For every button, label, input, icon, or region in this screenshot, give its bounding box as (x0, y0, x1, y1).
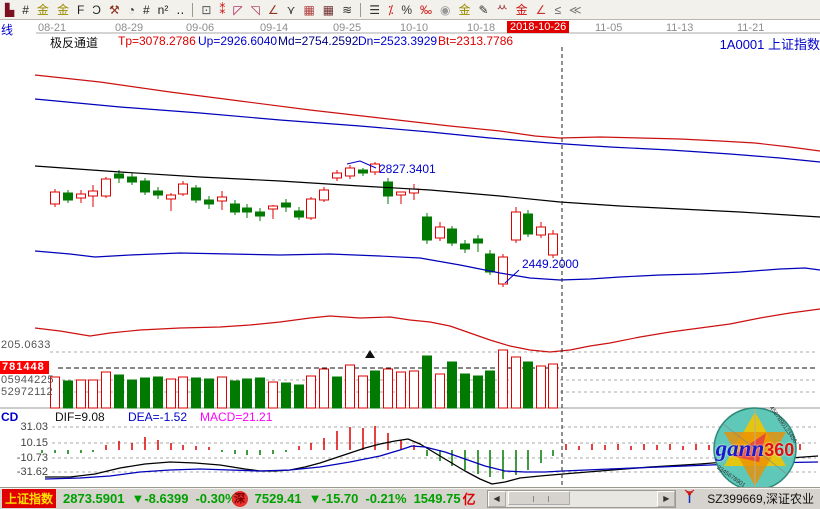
dark-grid-icon[interactable]: ▦ (322, 2, 335, 17)
clipped-tool-icon[interactable]: ▙ (5, 2, 15, 17)
macd-axis-label: 10.15 (20, 437, 48, 449)
volume-axis-label: 52972112 (1, 386, 54, 398)
scroll-right-button[interactable]: ▶ (657, 490, 676, 507)
turnover-unit: 亿 (462, 492, 476, 507)
indicator-param: Tp=3078.2786 (118, 34, 196, 48)
index2-price: 7529.41 (254, 491, 302, 506)
indicator-param: Bt=2313.7786 (438, 34, 514, 48)
more-dots-icon[interactable]: ‥ (176, 2, 185, 17)
spiral-tool-icon[interactable]: Ɔ (92, 2, 101, 17)
pattern-icon[interactable]: ᄊ (496, 2, 508, 17)
gold-underline-icon[interactable]: 金 (458, 2, 471, 17)
index2-change: ▼-15.70 (308, 491, 359, 506)
date-label-selected: 2018-10-26 (507, 21, 570, 33)
logo-number: 360 (764, 440, 795, 460)
red-grid-icon[interactable]: ▦ (303, 2, 315, 17)
hatch-lines-icon[interactable]: ≋ (342, 2, 353, 17)
permille-icon[interactable]: ‰ (420, 2, 433, 17)
date-label: 10-18 (467, 22, 496, 34)
gold-circle-icon[interactable]: ◉ (440, 2, 451, 17)
kline-pane-label: 线 (1, 23, 14, 37)
macd-axis-label: 31.03 (20, 421, 48, 433)
percent-icon[interactable]: % (401, 2, 413, 17)
date-label: 11-05 (595, 22, 623, 34)
indicator-param: Dn=2523.3929 (358, 34, 438, 48)
date-label: 08-29 (115, 22, 144, 34)
fib-tool-icon[interactable]: F (76, 2, 85, 17)
slope-tool-icon[interactable]: ≤ (554, 2, 562, 17)
macd-axis-label: -31.62 (16, 466, 48, 478)
shenzhen-market-icon[interactable]: 深 (231, 490, 248, 507)
date-label: 10-10 (400, 22, 429, 34)
percent-red-icon[interactable]: ⁒ (387, 2, 394, 17)
gold-red-icon[interactable]: 金 (515, 2, 528, 17)
indicator-param: Up=2926.6040 (198, 34, 278, 48)
indicator-param: 极反通道 (50, 36, 99, 50)
index-price: 2873.5901 (63, 491, 125, 506)
date-label: 08-21 (38, 22, 67, 34)
high-annotation: 2827.3401 (379, 162, 436, 176)
status-bar: 上证指数 2873.5901 ▼-8.6399 -0.30% 深 7529.41… (0, 487, 820, 509)
index-change: ▼-8.6399 (131, 491, 189, 506)
macd-pane-label: CD (1, 410, 19, 424)
list-tool-icon[interactable]: ☰ (369, 2, 380, 17)
volume-axis-top: 205.0633 (1, 339, 51, 351)
macd-value: MACD=21.21 (200, 410, 273, 424)
angle-fan-icon[interactable]: ∠ (267, 2, 279, 17)
stock-code-label[interactable]: SZ399669,深证农业 (707, 492, 814, 506)
date-label: 11-21 (737, 22, 765, 34)
cycle-clock-icon[interactable]: ◔ (127, 2, 135, 17)
wedge-tool-icon[interactable]: ≪ (569, 2, 582, 17)
date-label: 09-06 (186, 22, 215, 34)
hammer-tool-icon[interactable]: ⚒ (108, 2, 120, 17)
toolbar-separator (192, 2, 194, 17)
grid-tool-icon[interactable]: # (22, 2, 29, 17)
index2-change-pct: -0.21% (365, 491, 407, 506)
scrollbar-track[interactable] (506, 490, 658, 507)
toolbar-separator (360, 2, 362, 17)
scrollbar-thumb[interactable] (507, 490, 570, 505)
grid-tool3-icon[interactable]: # (142, 2, 150, 17)
gann360-logo: 4567890123456 2345678901 gann360 (712, 406, 798, 492)
horizontal-scrollbar[interactable]: ◀ ▶ (486, 489, 677, 508)
square-number-icon[interactable]: n² (157, 2, 169, 17)
gold-tool2-icon[interactable]: 金 (56, 2, 69, 17)
date-label: 09-25 (333, 22, 362, 34)
vee-lines-icon[interactable]: ⋎ (286, 2, 296, 17)
turnover-amount: 1549.75 (413, 491, 461, 506)
index-name-badge[interactable]: 上证指数 (2, 489, 57, 508)
gann360-logo-graphic (713, 407, 797, 491)
low-annotation: 2449.2000 (522, 257, 579, 271)
symbol-label[interactable]: 1A0001 上证指数 (719, 37, 820, 52)
date-label: 11-13 (666, 22, 694, 34)
antenna-icon (683, 489, 696, 509)
angle-tool-icon[interactable]: ∠ (535, 2, 547, 17)
fan-grid-icon[interactable]: ◸ (233, 2, 243, 17)
volume-axis-label: 05944225 (1, 374, 54, 386)
scroll-left-button[interactable]: ◀ (487, 490, 506, 507)
logo-text: gann (715, 436, 765, 461)
pencil-icon[interactable]: ✎ (478, 2, 489, 17)
dea-value: DEA=-1.52 (128, 410, 188, 424)
toolbar: ▙ # 金金 F Ɔ ⚒ ◔ # n² ‥ ⊡ ⁑ ◸ ◹ ∠ ⋎ ▦ ▦ ≋ ☰ ⁒% ‰ ◉ 金 ✎ ᄊ 金 ∠ ≤ ≪ (0, 0, 820, 20)
date-label: 09-14 (260, 22, 289, 34)
macd-axis-label: -10.73 (16, 452, 48, 464)
indicator-param: Md=2754.2592 (278, 34, 359, 48)
index-change-pct: -0.30% (195, 491, 237, 506)
box-node-icon[interactable]: ⊡ (201, 2, 212, 17)
date-axis: 08-21 08-29 09-06 09-14 09-25 10-10 10-18 2018-… (0, 21, 820, 35)
dif-value: DIF=9.08 (55, 410, 105, 424)
gold-tool-icon[interactable]: 金 (36, 2, 49, 17)
fan-grid2-icon[interactable]: ◹ (250, 2, 260, 17)
gann-fan-icon[interactable]: ⁑ (219, 2, 226, 17)
volume-axis-highlight: 781448 (0, 361, 49, 374)
